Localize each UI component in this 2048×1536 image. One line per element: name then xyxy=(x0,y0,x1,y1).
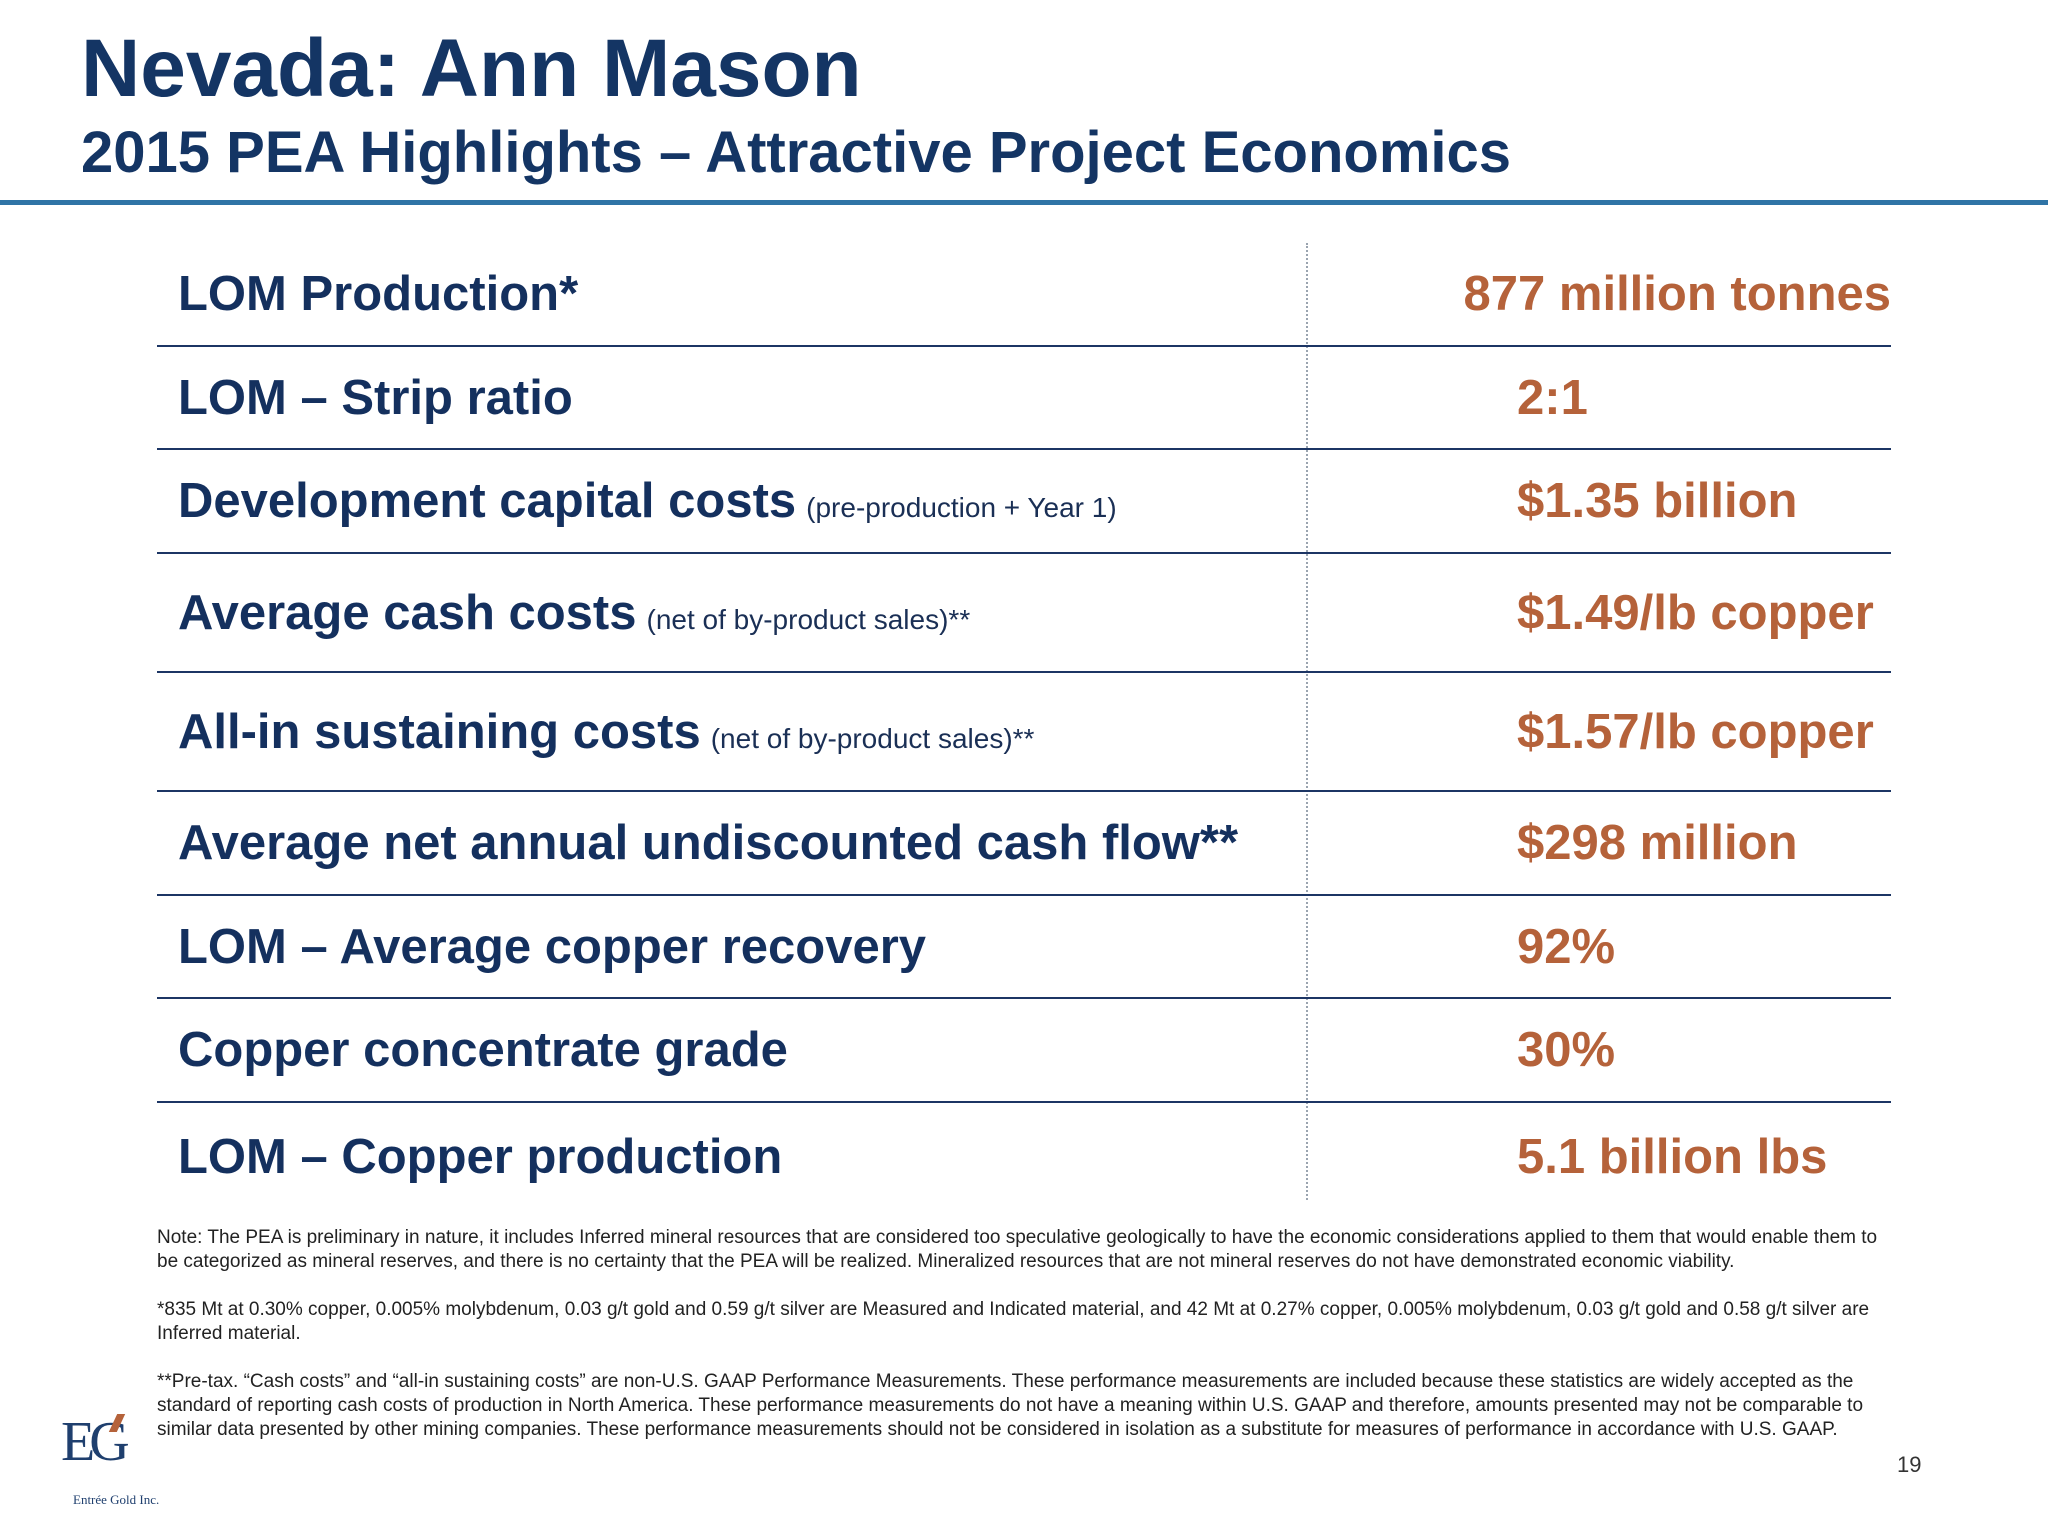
column-divider xyxy=(1306,243,1308,1200)
footnote-pea: Note: The PEA is preliminary in nature, … xyxy=(157,1227,1878,1272)
row-label: LOM Production* xyxy=(178,267,579,321)
row-value: 30% xyxy=(1517,1023,1616,1077)
row-label: LOM – Average copper recovery xyxy=(178,919,927,974)
row-label: LOM – Strip ratio xyxy=(178,370,573,425)
page-title: Nevada: Ann Mason xyxy=(81,23,862,114)
row-value: $1.57/lb copper xyxy=(1517,704,1874,759)
row-value: $1.35 billion xyxy=(1517,474,1798,528)
row-label: LOM – Copper production xyxy=(178,1129,783,1184)
row-label: Copper concentrate grade xyxy=(178,1023,788,1077)
table-row: Average net annual undiscounted cash flo… xyxy=(157,792,1891,896)
table-row: Development capital costs (pre-production… xyxy=(157,450,1891,554)
row-note: (pre-production + Year 1) xyxy=(806,492,1117,523)
footnote-gaap: **Pre-tax. “Cash costs” and “all-in sust… xyxy=(157,1371,1864,1440)
row-label: Average net annual undiscounted cash flo… xyxy=(178,816,1239,870)
table-row: LOM Production* 877 million tonnes xyxy=(157,243,1891,347)
footnote-tonnage: *835 Mt at 0.30% copper, 0.005% molybden… xyxy=(157,1299,1870,1344)
table-row: LOM – Average copper recovery 92% xyxy=(157,896,1891,999)
row-label: Average cash costs (net of by-product sal… xyxy=(178,585,971,640)
logo-company-name: Entrée Gold Inc. xyxy=(73,1492,160,1507)
highlights-table: LOM Production* 877 million tonnes LOM –… xyxy=(157,243,1891,1210)
row-value: 877 million tonnes xyxy=(1463,267,1891,321)
footnotes: Note: The PEA is preliminary in nature, … xyxy=(157,1226,1897,1466)
table-row: Average cash costs (net of by-product sal… xyxy=(157,554,1891,673)
page-subtitle: 2015 PEA Highlights – Attractive Project… xyxy=(81,120,1512,185)
row-value: $1.49/lb copper xyxy=(1517,585,1874,640)
row-label: All-in sustaining costs (net of by-produc… xyxy=(178,704,1035,759)
company-logo: EG Entrée Gold Inc. xyxy=(55,1410,185,1520)
page-number: 19 xyxy=(1897,1452,1922,1477)
row-value: 5.1 billion lbs xyxy=(1517,1129,1828,1184)
row-value: $298 million xyxy=(1517,816,1798,870)
row-label: Development capital costs (pre-production… xyxy=(178,474,1117,528)
row-note: (net of by-product sales)** xyxy=(646,603,971,635)
table-row: LOM – Strip ratio 2:1 xyxy=(157,347,1891,450)
title-divider xyxy=(0,200,2048,205)
row-value: 2:1 xyxy=(1517,370,1588,425)
row-note: (net of by-product sales)** xyxy=(710,722,1035,754)
table-row: Copper concentrate grade 30% xyxy=(157,999,1891,1103)
row-value: 92% xyxy=(1517,919,1616,974)
table-row: LOM – Copper production 5.1 billion lbs xyxy=(157,1103,1891,1210)
table-row: All-in sustaining costs (net of by-produc… xyxy=(157,673,1891,792)
